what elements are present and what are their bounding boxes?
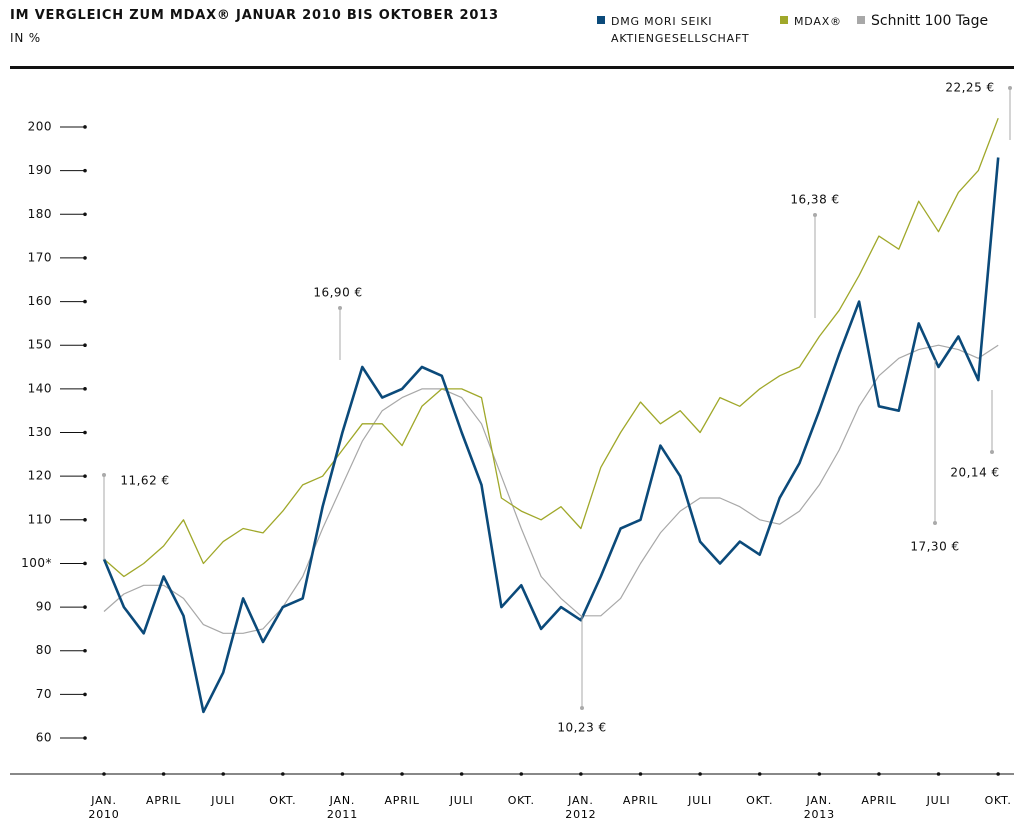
x-tick [638, 772, 643, 776]
y-tick-dot [83, 605, 87, 609]
y-tick-dot [83, 343, 87, 348]
x-tick-label: JAN. 2012 [565, 794, 597, 821]
x-tick [817, 772, 822, 776]
x-tick-label: OKT. [984, 794, 1012, 807]
x-tick-label: OKT. [746, 794, 774, 807]
y-tick-dot [83, 387, 87, 391]
x-tick [400, 772, 404, 776]
annotation: 11,62 € [120, 474, 169, 488]
x-tick-label: JAN. 2011 [326, 794, 359, 821]
x-tick [698, 772, 702, 776]
series-line [103, 344, 999, 634]
chart-title: IM VERGLEICH ZUM MDAX® JANUAR 2010 BIS O… [10, 8, 499, 23]
annotation: 17,30 € [910, 540, 959, 554]
legend-swatch [780, 16, 788, 24]
y-tick-dot [83, 692, 87, 697]
x-tick-label: JULI [688, 794, 713, 807]
y-tick-dot [83, 561, 87, 566]
series-line [103, 117, 999, 578]
x-tick-label: JULI [211, 794, 236, 807]
legend-label: Schnitt 100 Tage [871, 13, 989, 29]
annotation: 22,25 € [945, 81, 994, 95]
y-tick-dot [83, 518, 87, 522]
x-tick-label: OKT. [507, 794, 535, 807]
y-tick-dot [83, 430, 87, 435]
y-tick-label: 130 [28, 425, 52, 439]
annotation-dot [102, 473, 106, 477]
x-tick-label: OKT. [269, 794, 297, 807]
x-tick [757, 772, 762, 776]
annotation-dot [933, 521, 937, 525]
x-tick-label: JULI [449, 794, 474, 807]
y-tick-label: 160 [28, 294, 52, 308]
y-tick-label: 80 [36, 643, 52, 657]
x-tick [221, 772, 226, 776]
x-tick [579, 772, 583, 776]
annotation-dot [338, 306, 342, 310]
annotation: 20,14 € [950, 466, 999, 480]
y-tick-dot [83, 648, 87, 653]
x-tick-label: JAN. 2013 [803, 794, 835, 821]
header-rule [10, 66, 1014, 69]
legend-swatch [597, 16, 605, 24]
annotation-dot [813, 213, 817, 217]
x-tick [340, 772, 345, 776]
x-tick-label: JULI [926, 794, 951, 807]
y-tick-label: 150 [28, 338, 52, 352]
annotation-dot [1008, 86, 1012, 90]
x-tick [161, 772, 166, 776]
y-tick-label: 180 [28, 207, 52, 221]
y-tick-label: 70 [36, 687, 52, 701]
x-tick [996, 772, 1000, 776]
annotation: 16,38 € [790, 193, 839, 207]
legend-swatch [857, 16, 865, 24]
x-tick-label: JAN. 2010 [88, 794, 120, 821]
x-tick [281, 772, 285, 776]
x-tick [519, 772, 524, 776]
y-tick-dot [83, 125, 87, 129]
annotation-dot [580, 706, 584, 710]
y-tick-dot [83, 256, 87, 260]
y-tick-dot [83, 474, 87, 478]
y-tick-dot [83, 168, 87, 173]
x-tick [459, 772, 464, 776]
y-tick-label: 90 [36, 600, 52, 614]
y-tick-dot [83, 212, 87, 217]
x-tick [936, 772, 941, 776]
chart-subtitle: IN % [10, 31, 41, 45]
annotation: 10,23 € [557, 721, 606, 735]
x-tick-label: APRIL [146, 794, 182, 807]
y-tick-dot [83, 299, 87, 304]
y-tick-label: 100* [21, 556, 52, 570]
y-tick-label: 170 [28, 250, 52, 264]
x-tick-label: APRIL [861, 794, 897, 807]
x-tick [102, 772, 106, 776]
y-tick-label: 110 [28, 512, 52, 526]
x-tick-label: APRIL [622, 794, 659, 807]
y-tick-label: 200 [28, 119, 52, 133]
y-tick-dot [83, 736, 87, 740]
x-tick-label: APRIL [384, 794, 420, 807]
y-tick-label: 120 [28, 469, 52, 483]
y-tick-label: 140 [28, 381, 52, 395]
series-line [102, 157, 1000, 714]
legend-label: MDAX® [794, 15, 842, 28]
y-tick-label: 190 [28, 163, 52, 177]
legend-label: DMG MORI SEIKI AKTIENGESELLSCHAFT [611, 15, 750, 45]
annotation: 16,90 € [313, 286, 362, 300]
x-tick [877, 772, 881, 776]
annotation-dot [990, 450, 994, 454]
y-tick-label: 60 [36, 731, 52, 745]
